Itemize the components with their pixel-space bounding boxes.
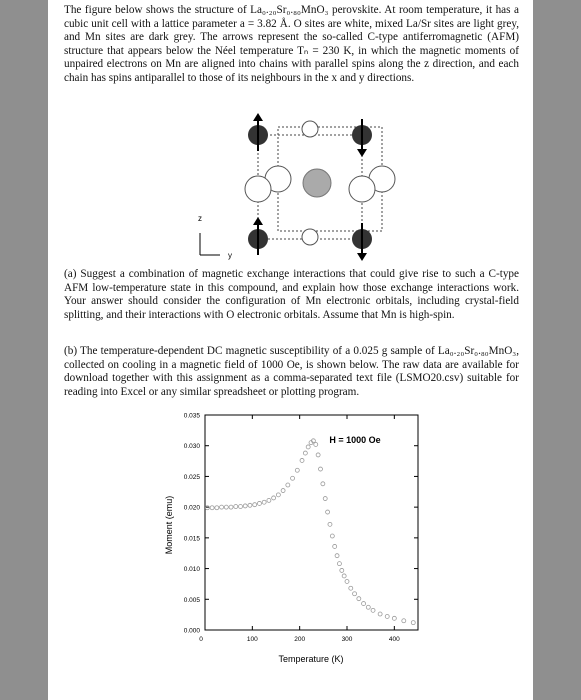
data-point (377, 611, 383, 617)
x-tick-label: 300 (342, 636, 353, 643)
data-point (344, 579, 350, 584)
o-site (244, 175, 272, 203)
document-page: The figure below shows the structure of … (48, 0, 533, 700)
chart: H = 1000 Oe Temperature (K) Moment (emu)… (164, 413, 419, 664)
data-point (271, 495, 277, 501)
data-point (365, 604, 371, 610)
data-point (266, 497, 272, 503)
y-axis-label: Moment (emu) (164, 496, 174, 555)
data-point (305, 444, 311, 450)
data-point (223, 504, 229, 510)
data-point (310, 438, 316, 444)
intro-paragraph: The figure below shows the structure of … (64, 4, 519, 84)
data-point (410, 620, 416, 626)
data-point (219, 504, 224, 510)
data-point (352, 591, 357, 597)
y-tick-label: 0.035 (184, 413, 201, 420)
data-point (261, 499, 267, 505)
x-tick-label: 200 (294, 636, 305, 643)
annotation: H = 1000 Oe (329, 435, 380, 445)
axes-gizmo (199, 233, 220, 256)
arrow-head (357, 149, 367, 157)
y-tick-label: 0.010 (184, 566, 201, 573)
data-point (325, 509, 330, 515)
y-tick-label: 0.005 (184, 597, 201, 604)
data-point (341, 573, 347, 579)
y-tick-label: 0.025 (184, 474, 201, 481)
plot-frame (204, 414, 419, 631)
o-sites (244, 120, 396, 246)
data-point (361, 601, 366, 606)
spin-arrows (257, 117, 363, 257)
data-point (228, 504, 234, 510)
la-sr-site (302, 168, 332, 198)
arrow-heads (253, 113, 367, 261)
arrow-head (253, 217, 263, 225)
o-site (301, 120, 319, 138)
data-point (302, 450, 308, 456)
data-point (294, 467, 300, 473)
o-site (348, 175, 376, 203)
data-point (391, 615, 397, 621)
data-point (370, 607, 376, 613)
data-point (322, 496, 328, 501)
data-point (339, 568, 345, 573)
data-point (238, 504, 243, 509)
data-point (313, 442, 319, 447)
data-point (332, 544, 338, 549)
data-point (329, 533, 335, 539)
data-point (320, 481, 326, 487)
x-tick-label: 400 (389, 636, 400, 643)
y-tick-label: 0.000 (184, 628, 201, 635)
data-point (214, 505, 220, 511)
data-point (209, 505, 215, 511)
data-point (252, 502, 258, 508)
arrow-head (253, 113, 263, 121)
arrow-head (357, 253, 367, 261)
y-tick-label: 0.020 (184, 505, 201, 512)
data-point (290, 475, 295, 481)
z-label: z (198, 214, 202, 223)
data-point (233, 504, 239, 509)
data-point (401, 618, 407, 624)
data-point (299, 458, 305, 463)
data-point (285, 482, 291, 488)
structure-figure: z y (198, 113, 396, 261)
data-point (318, 466, 323, 472)
x-tick-label: 0 (199, 636, 203, 643)
data-point (242, 503, 248, 509)
y-tick-label: 0.015 (184, 535, 201, 542)
data-point (275, 492, 281, 498)
x-axis-label: Temperature (K) (278, 654, 343, 664)
data-point (334, 553, 340, 559)
data-point (280, 488, 286, 493)
data-point (337, 561, 342, 567)
y-label: y (228, 251, 232, 260)
data-point (257, 501, 262, 506)
data-point (348, 585, 354, 591)
question-a: (a) Suggest a combination of magnetic ex… (64, 268, 519, 321)
data-point (356, 596, 362, 602)
data-point (315, 452, 321, 458)
data-point (384, 614, 390, 619)
data-point (247, 502, 253, 508)
x-tick-label: 100 (247, 636, 258, 643)
data-point (204, 505, 210, 511)
y-tick-label: 0.030 (184, 443, 201, 450)
question-b: (b) The temperature-dependent DC magneti… (64, 345, 519, 398)
o-site (301, 228, 319, 246)
data-point (327, 521, 333, 527)
